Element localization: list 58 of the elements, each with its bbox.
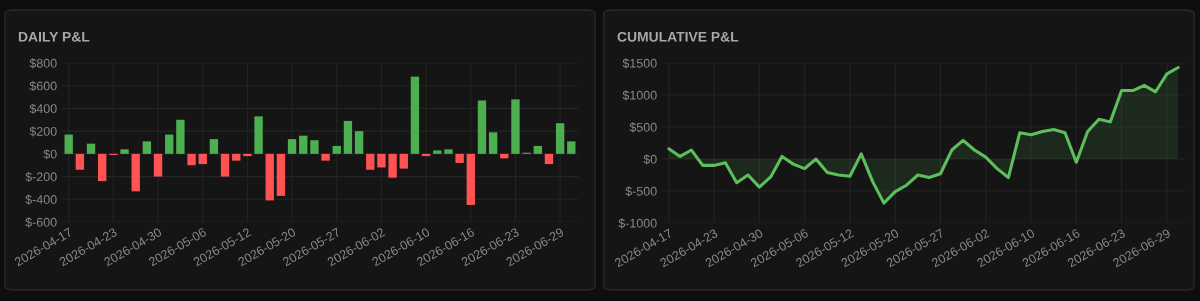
y-tick-label: $0 [643,154,657,165]
y-tick-label: $0 [43,149,57,160]
bar [299,135,308,154]
bar [377,153,386,168]
bar [455,153,464,163]
bar [287,139,297,154]
bar [567,141,576,154]
chart-title: CUMULATIVE P&L [617,31,739,42]
bar [209,139,219,154]
chart-title: DAILY P&L [18,31,90,42]
y-tick-label: $500 [629,122,657,133]
bar [488,132,498,154]
y-tick-label: $-1000 [618,218,657,229]
bar [433,150,442,154]
bar [176,119,185,154]
y-tick-label: $1500 [622,58,657,69]
bar [86,143,96,154]
y-tick-label: $-600 [25,217,57,228]
bar [544,153,554,165]
bar [533,145,542,154]
bar [388,153,397,178]
bar [98,153,107,182]
bar [310,140,319,154]
y-tick-label: $-200 [25,171,57,182]
bar [165,134,174,154]
bar [254,116,263,154]
bar [64,134,73,154]
bar [444,149,453,154]
bar [343,120,353,154]
bar [466,153,475,205]
y-tick-label: $600 [29,80,57,92]
bar [477,100,487,154]
bar [120,149,129,154]
bar [131,153,140,192]
bar [153,153,163,177]
bar [410,76,420,154]
bar [511,99,520,154]
bar [220,153,230,177]
bar [265,153,274,201]
bar [187,153,196,166]
y-tick-label: $-500 [625,186,657,197]
y-tick-label: $1000 [622,90,657,101]
bar [198,153,207,165]
y-tick-label: $800 [29,58,57,69]
y-tick-label: $400 [29,103,57,114]
bar [366,153,375,170]
bar [354,131,364,154]
bar [232,153,241,161]
bar [142,141,152,154]
bar [75,153,85,170]
y-tick-label: $200 [29,126,57,137]
bar [321,153,330,161]
bar [243,153,252,157]
bar [332,145,341,154]
bar [555,123,565,154]
bar [399,153,408,169]
bar [276,153,286,196]
y-tick-label: $-400 [25,194,57,205]
